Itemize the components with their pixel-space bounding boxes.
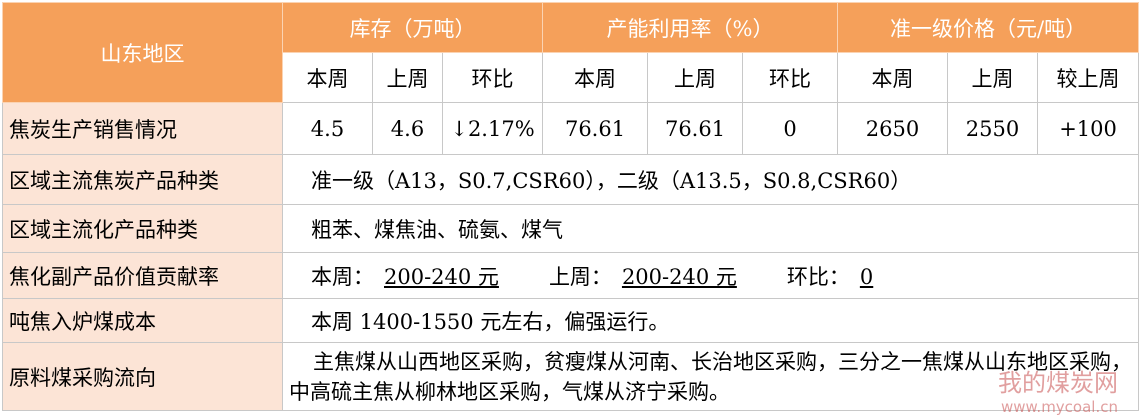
- cell: 本周： 200-240 元上周： 200-240 元环比： 0: [281, 252, 1140, 299]
- subheader: 环比: [441, 52, 544, 103]
- row-label: 区域主流焦炭产品种类: [2, 154, 283, 205]
- group-header: 准一级价格（元/吨）: [837, 2, 1140, 53]
- cell: +100: [1037, 102, 1140, 155]
- subheader: 较上周: [1037, 52, 1140, 103]
- group-header: 产能利用率（%）: [542, 2, 839, 53]
- table-row: 焦炭生产销售情况 4.5 4.6 ↓2.17% 76.61 76.61 0 2650 2550 +…: [2, 102, 1140, 155]
- cell: 0: [742, 102, 839, 155]
- subheader: 上周: [647, 52, 744, 103]
- table-body: 山东地区 库存（万吨） 产能利用率（%） 准一级价格（元/吨） 本周 上周 环比 本周…: [2, 2, 1140, 411]
- subheader: 本周: [282, 52, 373, 103]
- row-label: 焦炭生产销售情况: [2, 102, 283, 155]
- cell: 2650: [837, 102, 949, 155]
- cell: 主焦煤从山西地区采购，贫瘦煤从河南、长治地区采购，三分之一焦煤从山东地区采购，中…: [281, 342, 1140, 411]
- part-label: 环比：: [786, 264, 850, 289]
- part: 环比： 0: [787, 265, 883, 289]
- part-label: 本周：: [311, 264, 374, 289]
- row-label: 吨焦入炉煤成本: [2, 298, 283, 343]
- part: 本周： 200-240 元: [311, 265, 509, 289]
- cell: 粗苯、煤焦油、硫氨、煤气: [281, 204, 1140, 253]
- group-header: 库存（万吨）: [281, 2, 544, 53]
- cell: 准一级（A13，S0.7,CSR60），二级（A13.5，S0.8,CSR60）: [281, 154, 1140, 205]
- part-value: 0: [859, 264, 874, 289]
- cell: 76.61: [542, 102, 649, 155]
- watermark: 我的煤炭网 www.mycoal.cn: [998, 363, 1118, 416]
- cell: 76.61: [647, 102, 744, 155]
- row-label: 区域主流化产品种类: [2, 204, 283, 253]
- table-row: 吨焦入炉煤成本 本周 1400-1550 元左右，偏强运行。: [2, 298, 1140, 343]
- table-row: 原料煤采购流向 主焦煤从山西地区采购，贫瘦煤从河南、长治地区采购，三分之一焦煤从山…: [2, 342, 1140, 411]
- cell: 本周 1400-1550 元左右，偏强运行。: [281, 298, 1140, 343]
- subheader: 环比: [742, 52, 839, 103]
- table-row: 焦化副产品价值贡献率 本周： 200-240 元上周： 200-240 元环比： 0: [2, 252, 1140, 299]
- subheader: 本周: [837, 52, 949, 103]
- header-row: 山东地区 库存（万吨） 产能利用率（%） 准一级价格（元/吨）: [2, 2, 1140, 103]
- part-value: 200-240 元: [384, 264, 499, 289]
- subheader: 上周: [372, 52, 443, 103]
- part-value: 200-240 元: [621, 264, 737, 289]
- table-row: 区域主流化产品种类 粗苯、煤焦油、硫氨、煤气: [2, 204, 1140, 253]
- part-label: 上周：: [548, 264, 612, 289]
- table-row: 区域主流焦炭产品种类 准一级（A13，S0.7,CSR60），二级（A13.5，S…: [2, 154, 1140, 205]
- cell: 2550: [947, 102, 1039, 155]
- corner: 山东地区: [2, 2, 283, 103]
- subheader: 上周: [947, 52, 1039, 103]
- cell: 4.5: [282, 102, 373, 155]
- part: 上周： 200-240 元: [549, 265, 747, 289]
- watermark-url: www.mycoal.cn: [1001, 398, 1118, 416]
- watermark-site: 我的煤炭网: [998, 369, 1118, 397]
- cell: ↓2.17%: [441, 102, 544, 155]
- cell: 4.6: [372, 102, 443, 155]
- row-label: 焦化副产品价值贡献率: [2, 252, 283, 299]
- row-label: 原料煤采购流向: [2, 342, 283, 411]
- coke-table: 山东地区 库存（万吨） 产能利用率（%） 准一级价格（元/吨） 本周 上周 环比 本周…: [2, 2, 1140, 411]
- subheader: 本周: [542, 52, 649, 103]
- subheader-row: 本周 上周 环比 本周 上周 环比 本周 上周 较上周: [3, 52, 1140, 103]
